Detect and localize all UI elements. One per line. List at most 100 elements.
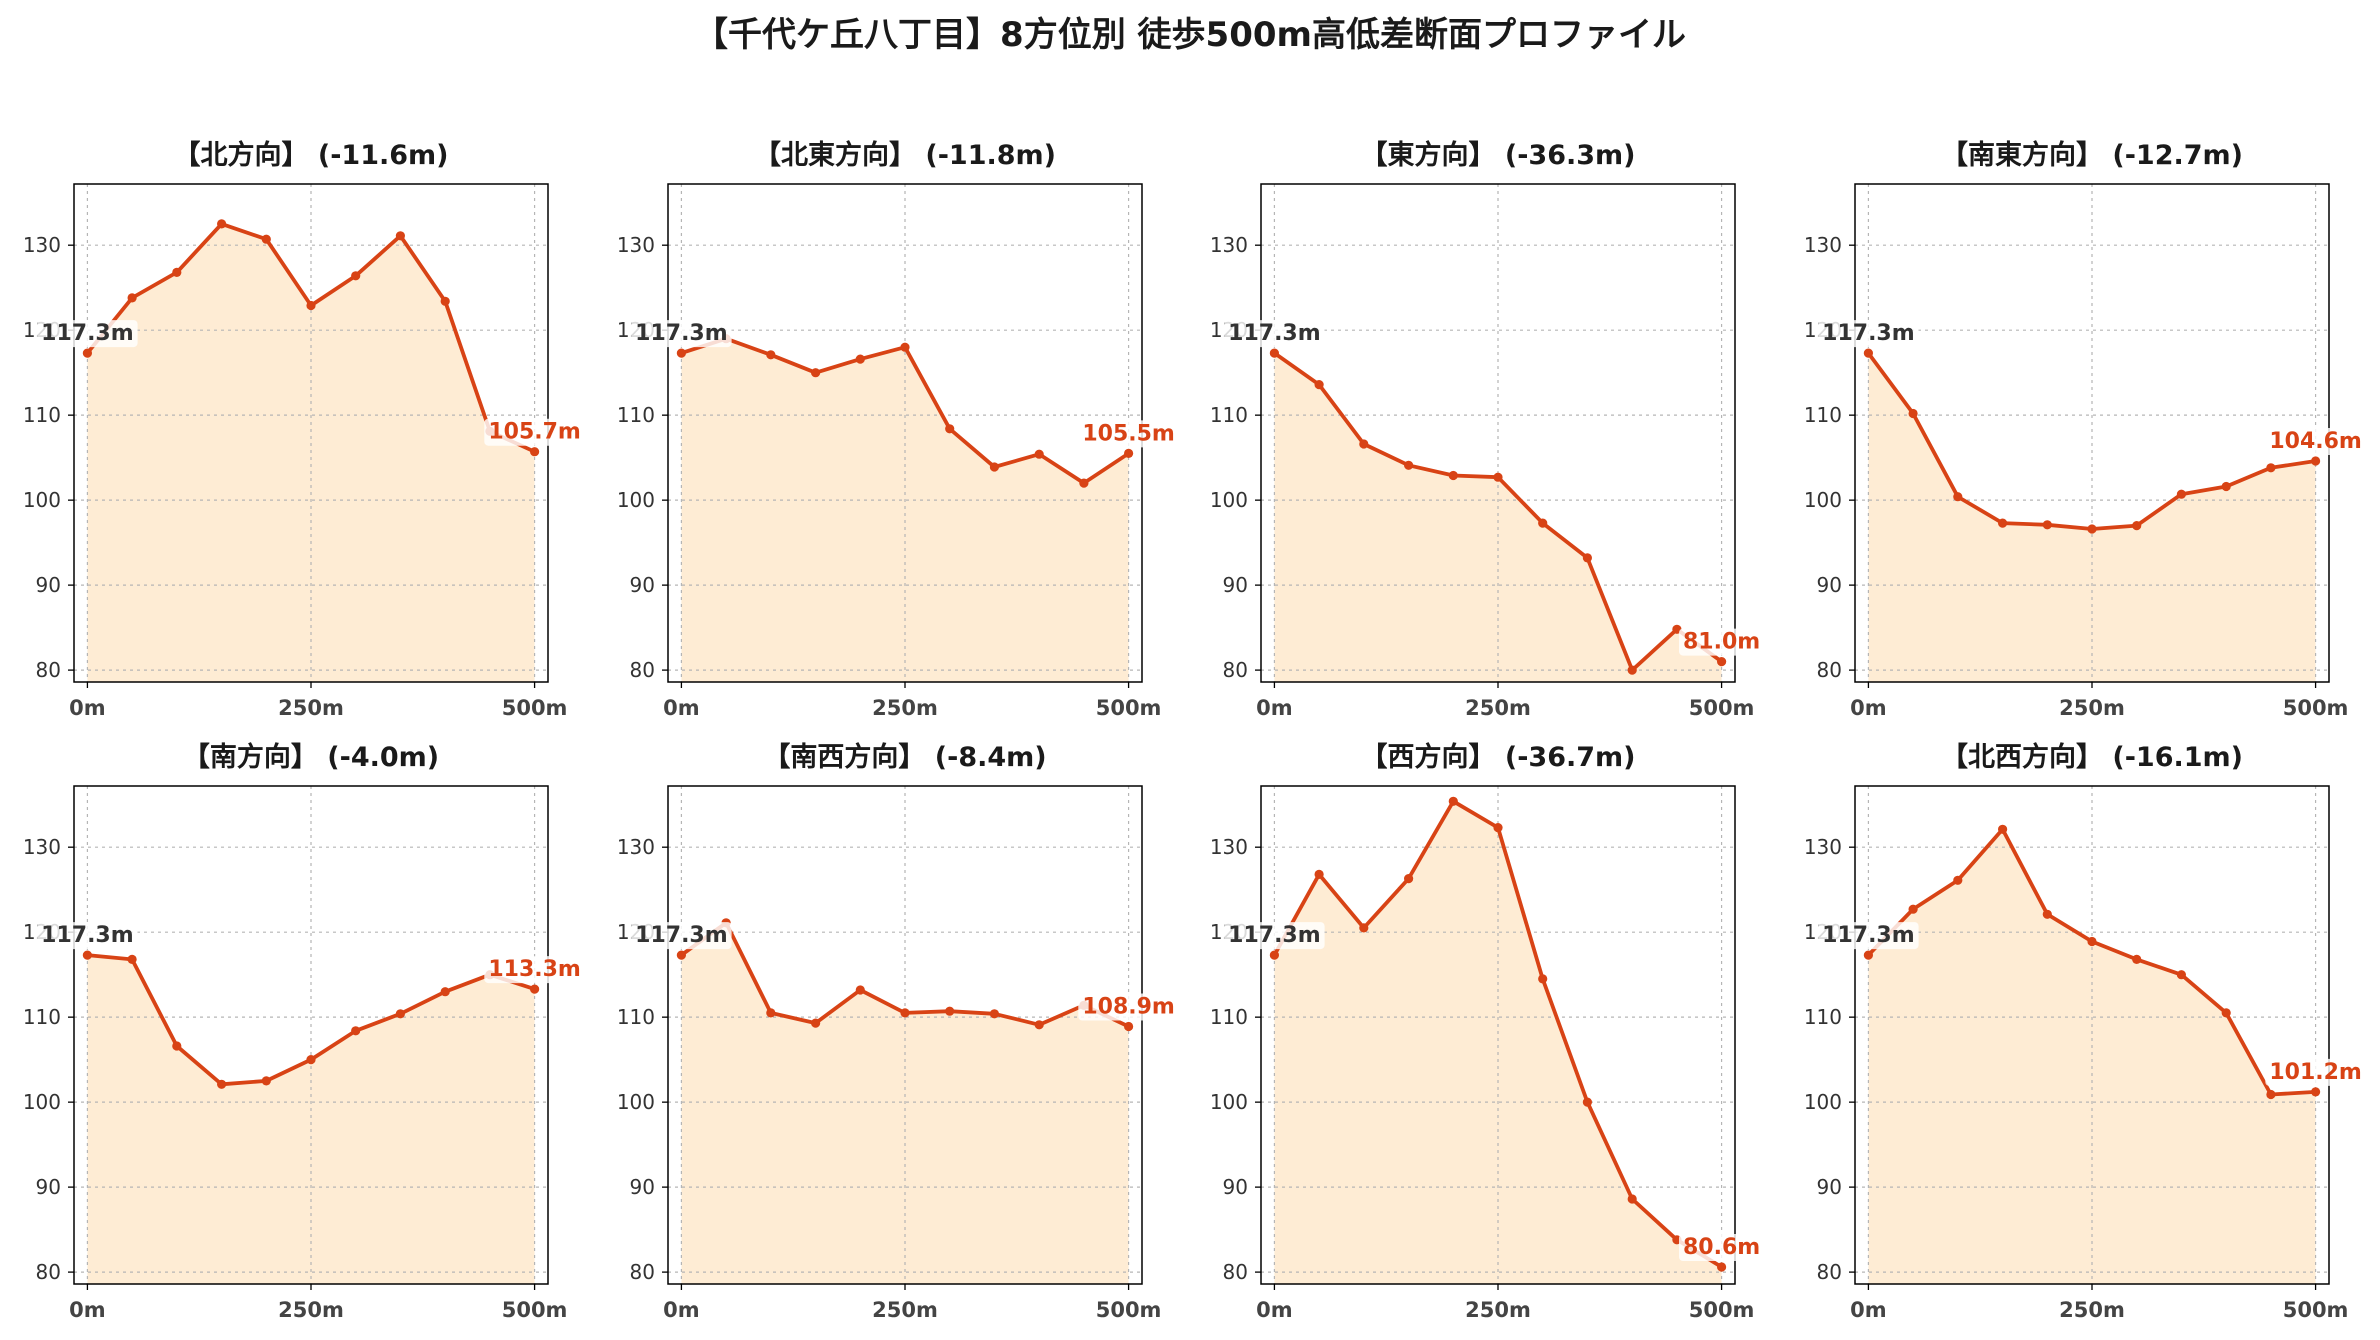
data-point [261, 234, 271, 244]
y-tick-label: 100 [617, 488, 655, 512]
data-point [1124, 1021, 1134, 1032]
data-point [811, 368, 821, 378]
start-label-box [1818, 922, 1919, 950]
start-label-box [1224, 922, 1325, 950]
data-point [989, 462, 1000, 472]
data-point [1359, 923, 1369, 933]
x-tick-label: 0m [663, 696, 700, 720]
data-point [1034, 1020, 1044, 1030]
end-elevation-text: 105.5m [1082, 421, 1175, 446]
data-point [2311, 1087, 2321, 1097]
data-point [351, 1026, 361, 1036]
data-point [1717, 657, 1727, 667]
end-elevation-text: 80.6m [1683, 1235, 1760, 1260]
y-tick-label: 130 [23, 835, 61, 859]
data-point [1269, 950, 1279, 960]
data-point [1717, 1262, 1727, 1272]
start-elevation-text: 117.3m [1822, 923, 1915, 948]
end-label-box [484, 956, 585, 984]
start-elevation-label: 117.3m [631, 320, 732, 348]
data-point [1998, 518, 2008, 528]
data-point [530, 984, 540, 994]
start-elevation-text: 117.3m [1228, 321, 1321, 346]
x-tick-label: 250m [872, 1298, 938, 1322]
start-elevation-label: 117.3m [631, 922, 732, 950]
data-point [676, 950, 687, 960]
subplot-3: 【東方向】 (-36.3m)0m250m500m8090100110120130… [1210, 139, 1765, 720]
area-fill [87, 955, 535, 1284]
data-point [127, 954, 137, 965]
subplot-1: 【北方向】 (-11.6m)0m250m500m8090100110120130… [23, 139, 585, 720]
data-point [1538, 974, 1548, 984]
data-point [306, 300, 316, 311]
data-point [1908, 408, 1918, 419]
y-tick-label: 100 [23, 488, 61, 512]
data-point [2311, 456, 2321, 466]
start-elevation-text: 117.3m [635, 321, 728, 346]
data-point [1998, 824, 2008, 834]
data-point [440, 296, 450, 306]
area-fill [681, 338, 1129, 682]
data-point [82, 950, 92, 960]
y-tick-label: 80 [630, 658, 655, 682]
y-tick-label: 110 [617, 403, 655, 427]
y-tick-label: 90 [630, 1175, 655, 1199]
area-fill [1868, 829, 2316, 1284]
data-point [1404, 460, 1414, 470]
data-point [766, 350, 776, 360]
x-tick-label: 500m [2283, 1298, 2349, 1322]
end-elevation-text: 113.3m [488, 957, 581, 982]
data-point [217, 219, 227, 229]
x-tick-label: 250m [1465, 1298, 1531, 1322]
y-tick-label: 90 [1817, 573, 1842, 597]
end-label-box [2265, 1058, 2366, 1086]
data-point [1448, 470, 1458, 481]
x-tick-label: 250m [278, 1298, 344, 1322]
data-point [1493, 472, 1503, 482]
x-tick-label: 500m [502, 696, 568, 720]
subplot-title: 【東方向】 (-36.3m) [1360, 139, 1635, 171]
data-point [127, 293, 137, 303]
area-fill [1274, 801, 1722, 1284]
y-tick-label: 130 [617, 233, 655, 257]
end-elevation-label: 80.6m [1679, 1234, 1765, 1261]
y-tick-label: 90 [630, 573, 655, 597]
data-point [1863, 348, 1873, 358]
end-elevation-label: 104.6m [2265, 428, 2366, 455]
data-point [1863, 950, 1873, 960]
subplot-title: 【南西方向】 (-8.4m) [763, 741, 1046, 773]
end-label-box [484, 418, 585, 446]
y-tick-label: 100 [1804, 1090, 1842, 1114]
end-label-box [2265, 428, 2366, 455]
start-elevation-label: 117.3m [37, 922, 138, 950]
end-elevation-text: 101.2m [2269, 1060, 2362, 1085]
data-point [2087, 524, 2097, 534]
start-elevation-label: 117.3m [1224, 320, 1325, 348]
end-elevation-text: 105.7m [488, 420, 581, 445]
data-point [1359, 439, 1369, 449]
data-point [2087, 936, 2097, 947]
x-tick-label: 0m [1256, 1298, 1293, 1322]
y-tick-label: 100 [1804, 488, 1842, 512]
x-tick-label: 250m [1465, 696, 1531, 720]
data-point [440, 987, 450, 997]
data-point [2266, 1089, 2276, 1100]
start-label-box [631, 320, 732, 348]
y-tick-label: 90 [36, 1175, 61, 1199]
subplot-title: 【西方向】 (-36.7m) [1360, 741, 1635, 773]
end-label-box [1078, 993, 1179, 1021]
start-elevation-label: 117.3m [1818, 320, 1919, 348]
end-label-box [1679, 628, 1765, 656]
area-fill [1868, 353, 2316, 682]
start-label-box [37, 320, 138, 348]
y-tick-label: 110 [1804, 1005, 1842, 1029]
data-point [1314, 869, 1324, 880]
start-elevation-label: 117.3m [1818, 922, 1919, 950]
data-point [395, 231, 405, 241]
data-point [351, 271, 361, 281]
data-point [855, 985, 865, 995]
subplot-5: 【南方向】 (-4.0m)0m250m500m80901001101201301… [23, 741, 585, 1322]
x-tick-label: 500m [1689, 696, 1755, 720]
start-label-box [1818, 320, 1919, 348]
